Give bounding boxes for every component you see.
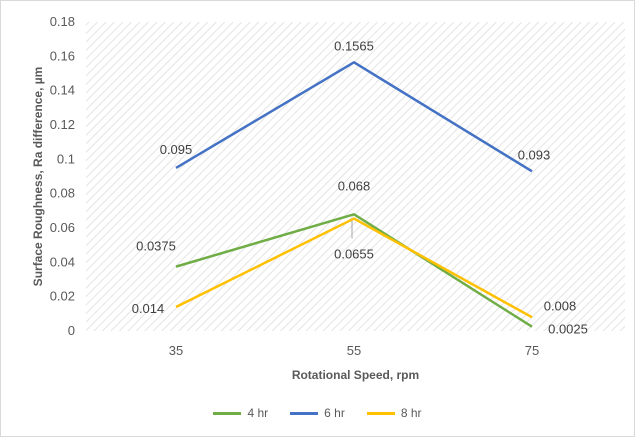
legend-item: 4 hr: [213, 406, 268, 420]
legend-label: 4 hr: [247, 406, 269, 420]
data-label: 0.093: [518, 147, 551, 162]
x-tick-label: 55: [347, 343, 361, 358]
series-line: [175, 61, 533, 173]
y-tick-label: 0.16: [50, 48, 75, 63]
y-tick-label: 0.02: [50, 289, 75, 304]
series-line: [175, 213, 533, 328]
legend-swatch: [213, 411, 242, 415]
legend-label: 8 hr: [400, 406, 422, 420]
data-label: 0.0375: [136, 239, 176, 254]
legend-swatch: [290, 411, 319, 415]
plot-area: [86, 22, 625, 331]
line-chart: 0 0.02 0.04 0.06 0.08 0.1 0.12 0.14 0.16 0.18 35 5…: [31, 14, 625, 382]
legend-item: 8 hr: [366, 406, 422, 420]
y-tick-label: 0.18: [50, 14, 75, 29]
series-line: [175, 217, 533, 319]
data-label: 0.0025: [548, 322, 588, 337]
y-tick-label: 0.1: [57, 151, 75, 166]
y-tick-label: 0.06: [50, 220, 75, 235]
data-label: 0.1565: [334, 38, 374, 53]
y-tick-label: 0: [68, 323, 75, 338]
x-tick-label: 35: [169, 343, 183, 358]
data-label: 0.068: [338, 178, 371, 193]
y-tick-label: 0.08: [50, 186, 75, 201]
data-label: 0.0655: [334, 247, 374, 262]
x-axis-title: Rotational Speed, rpm: [292, 368, 419, 382]
x-tick-label: 75: [525, 343, 539, 358]
legend-item: 6 hr: [290, 406, 345, 420]
legend-swatch: [366, 411, 395, 415]
data-label: 0.008: [544, 298, 577, 313]
y-tick-label: 0.14: [50, 83, 75, 98]
y-axis-title: Surface Roughness, Ra difference, µm: [31, 67, 45, 287]
y-tick-label: 0.12: [50, 117, 75, 132]
data-label: 0.014: [132, 301, 165, 316]
legend-label: 6 hr: [324, 406, 345, 420]
legend: 4 hr 6 hr 8 hr: [0, 403, 635, 423]
y-tick-label: 0.04: [50, 254, 75, 269]
data-label: 0.095: [160, 142, 193, 157]
